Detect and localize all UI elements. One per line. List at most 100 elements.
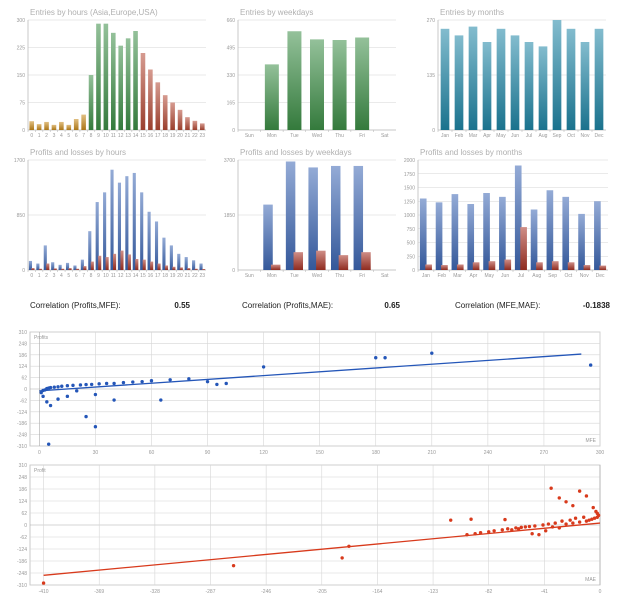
x-tick-label: 270 (540, 450, 549, 456)
bar (117, 182, 122, 270)
bar (530, 209, 538, 270)
y-tick-label: 495 (227, 46, 236, 52)
x-tick-label: May (496, 133, 506, 139)
x-tick-label: Mon (267, 273, 277, 279)
scatter-point (205, 379, 210, 384)
bar (594, 201, 601, 270)
x-tick-label: 20 (177, 273, 183, 279)
x-axis-label: MAE (585, 577, 597, 583)
x-tick-label: 120 (259, 450, 268, 456)
x-tick-label: 23 (200, 273, 206, 279)
bar (125, 176, 129, 270)
x-tick-label: Jun (501, 273, 509, 279)
x-tick-label: 18 (162, 273, 168, 279)
bar (361, 252, 371, 270)
y-tick-label: -124 (17, 547, 27, 553)
y-tick-label: -248 (17, 571, 27, 577)
scatter-point (93, 392, 98, 397)
scatter-point (510, 528, 514, 532)
x-tick-label: 11 (111, 133, 116, 139)
x-tick-label: 13 (125, 133, 131, 139)
bar (332, 40, 347, 130)
bar (263, 204, 273, 270)
x-tick-label: Jan (441, 133, 449, 139)
y-tick-label: -186 (17, 421, 27, 427)
x-tick-label: 1 (38, 133, 41, 139)
x-tick-label: 3 (53, 133, 56, 139)
x-tick-label: 21 (185, 133, 191, 139)
y-tick-label: 62 (21, 511, 27, 517)
x-tick-label: Fri (359, 273, 365, 279)
scatter-point (478, 531, 483, 535)
x-tick-label: Nov (580, 273, 589, 279)
scatter-point (383, 356, 387, 360)
scatter-point (568, 518, 572, 522)
scatter-point (140, 379, 144, 384)
x-tick-label: 15 (140, 133, 146, 139)
bar (177, 253, 181, 270)
bar (162, 237, 166, 270)
x-tick-label: 210 (428, 450, 437, 456)
bar (112, 253, 117, 270)
corr-profits-mae: Correlation (Profits,MAE): 0.65 (242, 301, 400, 315)
bar (270, 264, 281, 270)
scatter-point (159, 398, 163, 402)
scatter-point (582, 515, 586, 519)
x-tick-label: Aug (539, 133, 548, 139)
y-tick-label: 0 (232, 128, 235, 134)
months-chart-panel: Entries by months 0 135 270 Jan Feb Mar Apr May J… (418, 8, 618, 148)
x-tick-label: Oct (567, 133, 575, 139)
chart-title: Entries by weekdays (240, 8, 313, 17)
bar (46, 263, 50, 270)
x-tick-label: 10 (103, 273, 109, 279)
bar (468, 26, 478, 131)
x-tick-label: 21 (185, 273, 191, 279)
bar (43, 245, 47, 270)
bar (472, 262, 480, 270)
x-tick-label: 16 (148, 133, 154, 139)
bar (118, 45, 124, 130)
bar (95, 202, 99, 270)
y-tick-label: -310 (17, 444, 27, 450)
bar (103, 23, 109, 130)
corr-label: Correlation (MFE,MAE): (455, 301, 541, 310)
scatter-point (544, 529, 548, 533)
bar (105, 257, 109, 270)
x-tick-label: 8 (90, 273, 93, 279)
x-tick-label: 8 (90, 133, 93, 139)
x-tick-label: Dec (595, 133, 604, 139)
scatter-point (533, 524, 537, 528)
scatter-point (65, 394, 70, 399)
bar (454, 35, 464, 130)
bar (546, 190, 554, 270)
bar (80, 259, 84, 270)
x-tick-label: 22 (192, 273, 198, 279)
weekdays-chart: Entries by weekdays 0 165 330 495 660 Sun Mon Tu… (227, 8, 396, 139)
x-tick-label: 6 (75, 273, 78, 279)
chart-title: Entries by hours (Asia,Europe,USA) (30, 8, 158, 17)
x-tick-label: 240 (484, 450, 493, 456)
scatter-point (577, 520, 582, 524)
bar (524, 42, 534, 130)
pl-months-chart: Profits and losses by months 0 250 500 750 10… (404, 148, 608, 279)
bar (120, 250, 124, 270)
y-tick-label: 75 (19, 101, 25, 107)
y-tick-label: 124 (19, 499, 28, 505)
bar (192, 120, 198, 130)
bar (140, 192, 144, 270)
y-tick-label: 0 (24, 387, 27, 393)
scatter-point (487, 530, 491, 534)
y-tick-label: 1250 (404, 199, 415, 205)
scatter-point (430, 351, 434, 355)
bar (355, 37, 370, 130)
scatter-point (374, 356, 378, 360)
x-tick-label: Wed (312, 273, 322, 279)
bar (504, 259, 512, 270)
y-tick-label: 310 (19, 463, 28, 469)
scatter-point (503, 517, 507, 522)
scatter-point (231, 563, 236, 568)
y-tick-label: 165 (227, 101, 236, 107)
bar (75, 268, 80, 270)
y-tick-label: -62 (20, 398, 27, 404)
x-tick-label: 15 (140, 273, 146, 279)
